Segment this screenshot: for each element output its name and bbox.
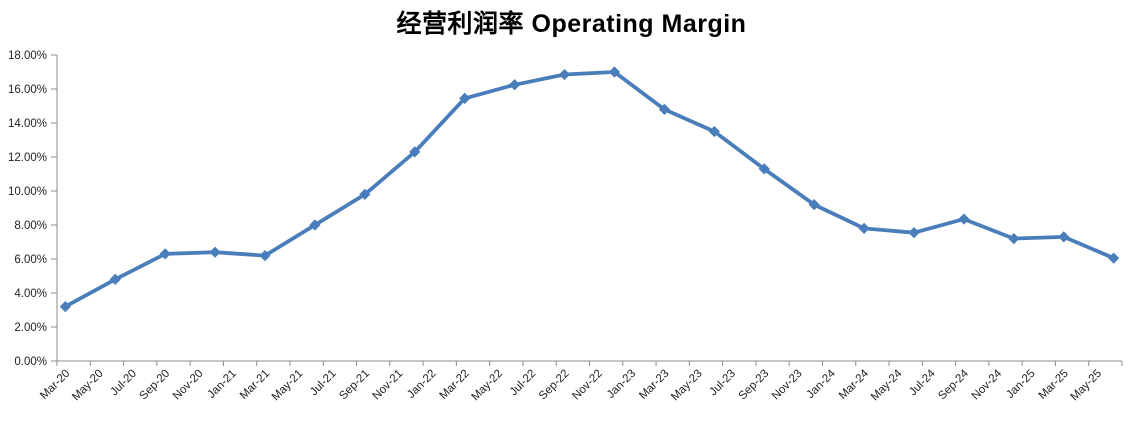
- data-point-marker: [1008, 233, 1020, 245]
- data-point-marker: [109, 273, 121, 285]
- data-point-marker: [359, 188, 371, 200]
- data-point-marker: [259, 250, 271, 262]
- x-axis-tick-label: Jan-21: [205, 368, 238, 401]
- x-axis-tick-label: Nov-24: [970, 367, 1005, 402]
- data-point-marker: [908, 227, 920, 239]
- x-axis-tick-label: Mar-21: [238, 368, 272, 402]
- data-point-marker: [209, 246, 221, 258]
- x-axis-tick-label: Sep-21: [337, 368, 372, 403]
- y-axis-tick-label: 16.00%: [8, 84, 47, 96]
- x-axis-tick-label: Mar-24: [837, 367, 872, 402]
- x-axis-tick-label: Sep-24: [936, 367, 971, 402]
- data-point-marker: [309, 219, 321, 231]
- x-axis-tick-label: May-25: [1069, 368, 1105, 404]
- data-point-marker: [1058, 231, 1070, 243]
- x-axis-tick-label: Jan-25: [1004, 368, 1037, 401]
- x-axis-tick-label: May-21: [270, 368, 306, 404]
- y-axis-tick-label: 10.00%: [8, 186, 47, 198]
- series-line: [63, 70, 1116, 309]
- data-point-marker: [59, 301, 71, 313]
- y-axis-tick-label: 18.00%: [8, 50, 47, 62]
- x-axis-tick-label: Jan-24: [805, 367, 839, 401]
- x-axis-tick-label: Jul-24: [907, 367, 938, 398]
- data-point-marker: [808, 199, 820, 211]
- data-point-marker: [1108, 252, 1120, 264]
- x-axis-tick-label: Sep-23: [737, 368, 772, 403]
- data-point-marker: [409, 146, 421, 158]
- x-axis-tick-label: Nov-21: [371, 368, 406, 403]
- y-axis-tick-label: 2.00%: [14, 322, 47, 334]
- x-axis-tick-label: Mar-23: [637, 368, 671, 402]
- x-axis-tick-label: Jan-22: [405, 368, 438, 401]
- data-point-marker: [858, 222, 870, 234]
- x-axis-tick-label: May-22: [469, 368, 505, 404]
- data-point-marker: [459, 92, 471, 104]
- chart-title: 经营利润率 Operating Margin: [396, 10, 747, 38]
- y-axis-tick-label: 4.00%: [14, 288, 47, 300]
- x-axis-tick-label: Jan-23: [605, 368, 638, 401]
- x-axis-tick-label: Nov-23: [770, 368, 805, 403]
- data-point-marker: [758, 163, 770, 175]
- x-axis-tick-label: Sep-22: [537, 368, 572, 403]
- x-axis-tick-label: Mar-25: [1037, 368, 1071, 402]
- x-axis-tick-label: Nov-20: [171, 368, 206, 403]
- data-point-marker: [958, 213, 970, 225]
- x-axis-tick-label: Jul-23: [707, 368, 738, 399]
- x-axis-tick-label: Mar-22: [438, 368, 472, 402]
- data-point-marker: [159, 248, 171, 260]
- data-point-marker: [658, 103, 670, 115]
- y-axis-tick-label: 8.00%: [14, 220, 47, 232]
- data-point-marker: [608, 66, 621, 78]
- data-point-marker: [509, 79, 521, 91]
- data-point-marker: [708, 125, 720, 138]
- x-axis-tick-label: Jul-20: [108, 368, 139, 399]
- y-axis-tick-label: 6.00%: [14, 254, 47, 266]
- x-axis-tick-label: May-20: [70, 368, 106, 404]
- y-axis-tick-label: 12.00%: [8, 152, 47, 164]
- x-axis-tick-label: Jul-22: [508, 368, 539, 399]
- y-axis-tick-label: 14.00%: [8, 118, 47, 130]
- x-axis-tick-label: Sep-20: [138, 368, 173, 403]
- x-axis-tick-label: May-23: [669, 368, 705, 404]
- data-point-marker: [558, 68, 571, 81]
- x-axis-tick-label: Nov-22: [570, 368, 605, 403]
- y-axis-tick-label: 0.00%: [14, 356, 47, 368]
- x-axis-tick-label: Jul-21: [308, 368, 339, 399]
- x-axis-tick-label: May-24: [869, 367, 905, 403]
- x-axis-tick-label: Mar-20: [38, 368, 72, 402]
